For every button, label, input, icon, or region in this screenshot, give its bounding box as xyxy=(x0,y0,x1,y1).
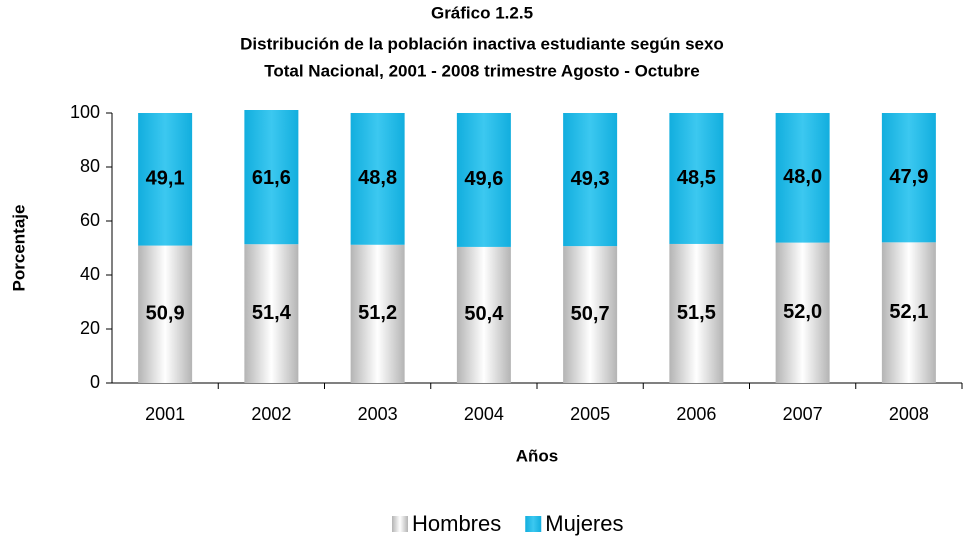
value-label: 51,2 xyxy=(358,302,397,324)
y-tick-label: 60 xyxy=(80,210,100,230)
value-label: 48,0 xyxy=(783,166,822,188)
x-tick-label: 2007 xyxy=(783,404,823,424)
x-tick-label: 2003 xyxy=(358,404,398,424)
x-tick-label: 2002 xyxy=(251,404,291,424)
bar-segment xyxy=(350,244,405,383)
bar-segment xyxy=(350,113,405,245)
y-axis-label: Porcentaje xyxy=(9,205,28,292)
legend-label: Hombres xyxy=(412,511,501,536)
chart-title: Gráfico 1.2.5 xyxy=(431,3,533,22)
y-tick-label: 20 xyxy=(80,318,100,338)
value-label: 49,3 xyxy=(571,168,610,190)
bar-segment xyxy=(881,242,936,383)
bar-segment xyxy=(456,246,511,383)
value-label: 52,1 xyxy=(889,301,928,323)
value-label: 50,4 xyxy=(464,303,504,325)
legend-swatch xyxy=(525,516,542,532)
value-label: 50,7 xyxy=(571,303,610,325)
bar-segment xyxy=(563,113,618,247)
bar-segment xyxy=(563,246,618,383)
bar-segment xyxy=(138,113,193,246)
y-tick-label: 100 xyxy=(70,102,100,122)
x-tick-label: 2001 xyxy=(145,404,185,424)
value-label: 49,1 xyxy=(146,168,185,190)
x-tick-label: 2008 xyxy=(889,404,929,424)
value-label: 49,6 xyxy=(464,168,503,190)
value-label: 51,5 xyxy=(677,302,716,324)
y-tick-label: 0 xyxy=(90,372,100,392)
bar-segment xyxy=(775,113,830,243)
x-tick-label: 2005 xyxy=(570,404,610,424)
value-label: 52,0 xyxy=(783,301,822,323)
value-label: 48,5 xyxy=(677,167,716,189)
bars xyxy=(138,110,936,383)
bar-segment xyxy=(138,245,193,383)
legend-swatch xyxy=(392,516,408,532)
bar-segment xyxy=(456,113,511,247)
bar-segment xyxy=(775,242,830,383)
x-tick-label: 2004 xyxy=(464,404,504,424)
y-tick-label: 80 xyxy=(80,156,100,176)
bar-segment xyxy=(244,110,299,245)
bar-segment xyxy=(669,243,724,383)
value-label: 61,6 xyxy=(252,167,291,189)
y-tick-label: 40 xyxy=(80,264,100,284)
bar-segment xyxy=(244,244,299,383)
value-label: 48,8 xyxy=(358,167,397,189)
value-label: 50,9 xyxy=(146,303,185,325)
x-tick-label: 2006 xyxy=(676,404,716,424)
chart-title: Total Nacional, 2001 - 2008 trimestre Ag… xyxy=(264,61,700,80)
bar-segment xyxy=(669,113,724,244)
legend-label: Mujeres xyxy=(545,511,623,536)
x-axis-label: Años xyxy=(516,446,559,465)
value-label: 51,4 xyxy=(252,302,292,324)
value-label: 47,9 xyxy=(889,166,928,188)
bar-segment xyxy=(881,113,936,243)
chart-title: Distribución de la población inactiva es… xyxy=(240,34,724,53)
